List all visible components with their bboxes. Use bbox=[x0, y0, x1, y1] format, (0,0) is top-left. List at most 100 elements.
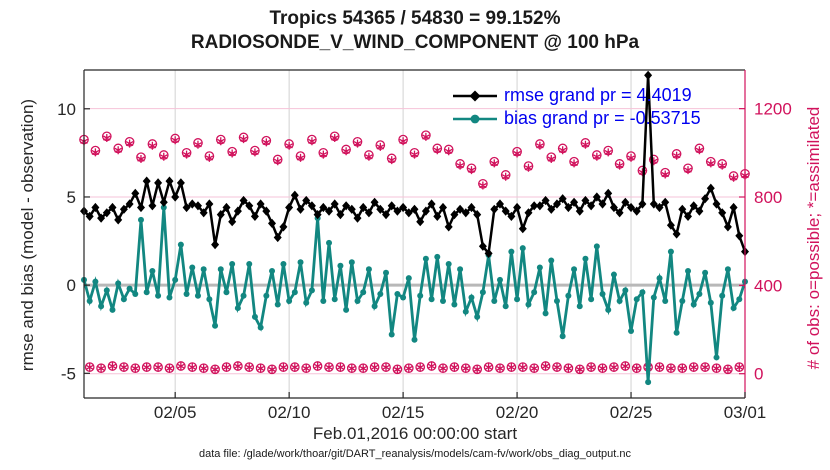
bias-marker bbox=[303, 299, 310, 306]
y-right-tick-label: 1200 bbox=[754, 100, 792, 119]
y-right-tick-label: 0 bbox=[754, 365, 763, 384]
bias-marker bbox=[422, 255, 429, 262]
bias-marker bbox=[348, 259, 355, 266]
bias-marker bbox=[451, 301, 458, 308]
bias-marker bbox=[462, 308, 469, 315]
bias-marker bbox=[217, 266, 224, 273]
bias-marker bbox=[183, 290, 190, 297]
bias-marker bbox=[411, 336, 418, 343]
x-tick-label: 02/05 bbox=[154, 403, 197, 422]
x-tick-label: 02/10 bbox=[268, 403, 311, 422]
bias-marker bbox=[223, 289, 230, 296]
bias-marker bbox=[559, 333, 566, 340]
bias-marker bbox=[229, 260, 236, 267]
plot-title-line1: Tropics 54365 / 54830 = 99.152% bbox=[269, 8, 561, 29]
bias-marker bbox=[98, 303, 105, 310]
bias-marker bbox=[428, 296, 435, 303]
bias-marker bbox=[120, 296, 127, 303]
bias-marker bbox=[257, 324, 264, 331]
bias-marker bbox=[502, 303, 509, 310]
bias-marker bbox=[360, 289, 367, 296]
x-tick-label: 02/25 bbox=[610, 403, 653, 422]
bias-marker bbox=[702, 269, 709, 276]
bias-marker bbox=[724, 266, 731, 273]
data-file-footer: data file: /glade/work/thoar/git/DART_re… bbox=[198, 448, 632, 460]
bias-marker bbox=[251, 313, 258, 320]
x-tick-label: 02/15 bbox=[382, 403, 425, 422]
bias-marker bbox=[445, 260, 452, 267]
bias-marker bbox=[354, 298, 361, 305]
bias-marker bbox=[177, 241, 184, 248]
bias-marker bbox=[274, 301, 281, 308]
bias-line bbox=[82, 207, 747, 383]
bias-marker bbox=[645, 379, 652, 386]
y-left-tick-label: 5 bbox=[67, 188, 76, 207]
bias-marker bbox=[103, 287, 110, 294]
bias-marker bbox=[337, 262, 344, 269]
legend: rmse grand pr = 4.4019 bias grand pr = -… bbox=[452, 84, 701, 130]
bias-marker bbox=[656, 275, 663, 282]
bias-marker bbox=[531, 289, 538, 296]
legend-label-bias: bias grand pr = -0.53715 bbox=[504, 108, 701, 128]
bias-marker bbox=[582, 255, 589, 262]
bias-marker bbox=[189, 264, 196, 271]
bias-marker bbox=[457, 266, 464, 273]
bias-marker bbox=[610, 271, 617, 278]
bias-marker bbox=[308, 287, 315, 294]
legend-item-rmse: rmse grand pr = 4.4019 bbox=[452, 84, 701, 107]
bias-marker bbox=[343, 306, 350, 313]
bias-marker bbox=[588, 296, 595, 303]
bias-marker bbox=[388, 331, 395, 338]
bias-marker bbox=[155, 292, 162, 299]
bias-marker bbox=[286, 298, 293, 305]
bias-marker bbox=[297, 259, 304, 266]
bias-marker bbox=[667, 248, 674, 255]
bias-marker bbox=[628, 327, 635, 334]
bias-marker bbox=[331, 296, 338, 303]
bias-marker bbox=[434, 253, 441, 260]
bias-marker bbox=[240, 292, 247, 299]
bias-marker bbox=[143, 289, 150, 296]
y-left-tick-label: 10 bbox=[57, 100, 76, 119]
bias-marker bbox=[679, 298, 686, 305]
x-tick-label: 02/20 bbox=[496, 403, 539, 422]
bias-marker bbox=[326, 239, 333, 246]
bias-marker bbox=[519, 245, 526, 252]
x-tick-label: 03/01 bbox=[724, 403, 767, 422]
bias-marker bbox=[86, 298, 93, 305]
bias-marker bbox=[514, 296, 521, 303]
rmse-legend-swatch-icon bbox=[453, 90, 497, 101]
x-axis-label: Feb.01,2016 00:00:00 start bbox=[312, 424, 518, 443]
bias-marker bbox=[269, 268, 276, 275]
bias-marker bbox=[166, 294, 173, 301]
bias-marker bbox=[212, 322, 219, 329]
bias-marker bbox=[605, 306, 612, 313]
y-axis-right-label: # of obs: o=possible; *=assimilated bbox=[804, 106, 823, 370]
bias-marker bbox=[439, 298, 446, 305]
bias-marker bbox=[126, 285, 133, 292]
bias-marker bbox=[491, 298, 498, 305]
bias-marker bbox=[206, 296, 213, 303]
bias-marker bbox=[593, 243, 600, 250]
bias-marker bbox=[662, 298, 669, 305]
bias-marker bbox=[696, 290, 703, 297]
bias-marker bbox=[690, 301, 697, 308]
rmse-markers bbox=[80, 70, 749, 258]
bias-marker bbox=[719, 292, 726, 299]
y-axis-left-label: rmse and bias (model - observation) bbox=[18, 98, 37, 372]
bias-marker bbox=[194, 292, 201, 299]
bias-marker bbox=[650, 294, 657, 301]
bias-marker bbox=[172, 276, 179, 283]
bias-marker bbox=[707, 299, 714, 306]
bias-marker bbox=[149, 268, 156, 275]
bias-marker bbox=[622, 287, 629, 294]
bias-marker bbox=[468, 294, 475, 301]
bias-marker bbox=[685, 268, 692, 275]
bias-marker bbox=[383, 269, 390, 276]
bias-marker bbox=[713, 354, 720, 361]
bias-marker bbox=[263, 292, 270, 299]
bias-marker bbox=[730, 305, 737, 312]
bias-marker bbox=[291, 289, 298, 296]
bias-marker bbox=[542, 310, 549, 317]
